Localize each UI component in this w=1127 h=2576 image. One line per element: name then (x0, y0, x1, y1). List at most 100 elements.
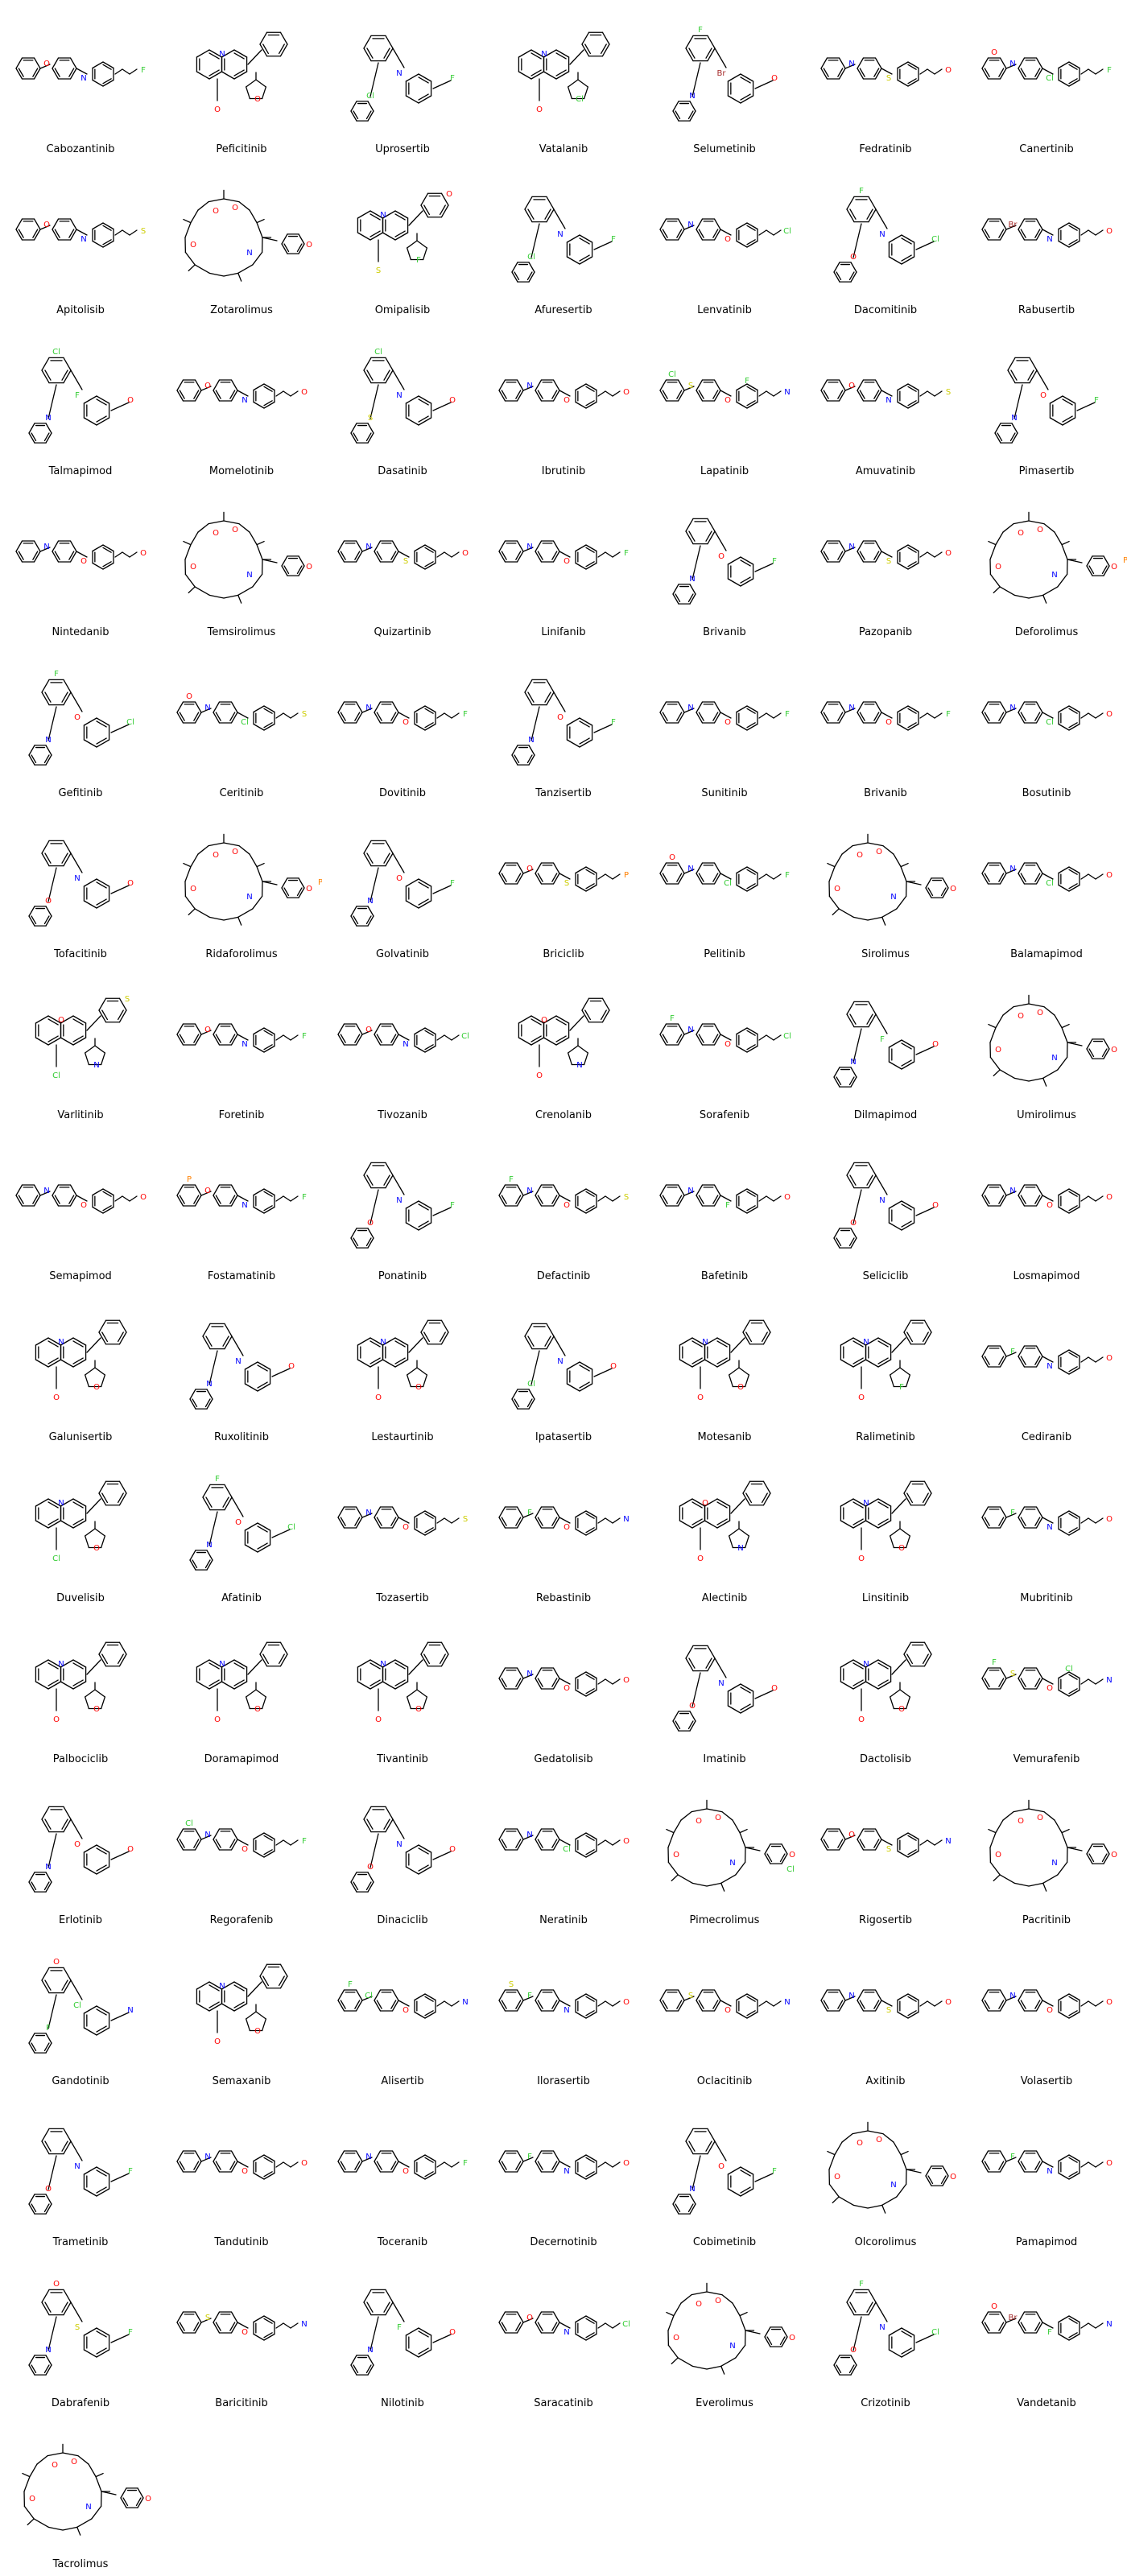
atom-label: N (402, 1040, 408, 1049)
molecule-cell: F N O Dilmapimod (805, 966, 966, 1127)
molecule-name-label: Oclacitinib (696, 2075, 753, 2087)
molecule-cell: N O F Dovitinib (322, 644, 483, 805)
molecule-cell: N O O Palbociclib (0, 1610, 161, 1771)
atom-label: O (541, 1016, 547, 1025)
atom-label: Cl (1046, 74, 1054, 83)
atom-label: Cl (52, 1071, 60, 1080)
atom-label: Cl (126, 718, 134, 727)
molecule-name-label: Tofacitinib (54, 948, 107, 960)
molecule-name-label: Bosutinib (1022, 787, 1071, 799)
molecule-cell: O S N Rigosertib (805, 1771, 966, 1932)
atom-label: N (43, 543, 49, 551)
atom-label: O (301, 2159, 308, 2168)
atom-label: O (850, 2346, 857, 2355)
atom-label: N (219, 1982, 225, 1991)
molecule-name-label: Linifanib (541, 626, 586, 638)
atom-label: O (673, 2334, 679, 2343)
atom-label: O (1106, 1998, 1113, 2007)
atom-label: O (950, 2173, 956, 2182)
molecule-cell: O N Cl Tivozanib (322, 966, 483, 1127)
molecule-cell: N Cl F Afuresertib (483, 161, 644, 322)
atom-label: F (899, 1383, 904, 1392)
atom-label: O (43, 60, 50, 68)
atom-label: N (1106, 1676, 1112, 1685)
atom-label: O (232, 848, 238, 857)
molecule-name-label: Tacrolimus (52, 2558, 109, 2570)
atom-label: S (141, 227, 146, 236)
molecule-structure-diagram: O N O (679, 1480, 771, 1563)
atom-label: O (242, 1845, 248, 1854)
molecule-name-label: Neratinib (539, 1914, 588, 1926)
molecule-structure-diagram: Cl F N O (28, 1958, 134, 2054)
atom-label: S (624, 1193, 629, 1202)
atom-label: F (624, 549, 629, 558)
molecule-name-label: Pelitinib (704, 948, 745, 960)
molecule-structure-diagram: N S O (820, 1989, 952, 2019)
atom-label: O (365, 1026, 372, 1034)
atom-label: N (1009, 704, 1015, 712)
atom-label: O (857, 2139, 863, 2148)
molecule-structure-diagram: N O O (15, 540, 147, 570)
atom-label: O (45, 2185, 52, 2194)
atom-label: F (302, 1837, 307, 1846)
molecule-cell: N S O Cl Dasatinib (322, 322, 483, 483)
atom-label: O (140, 549, 147, 558)
atom-label: S (302, 710, 307, 719)
atom-label: O (610, 1362, 617, 1371)
atom-label: O (724, 235, 731, 244)
molecule-cell: F N O Mubritinib (966, 1449, 1127, 1610)
atom-label: O (737, 1383, 744, 1392)
molecule-name-label: Linsitinib (861, 1592, 910, 1604)
atom-label: S (403, 557, 408, 566)
molecule-cell: N O O Seliciclib (805, 1127, 966, 1288)
molecule-structure-diagram: N O F (28, 2128, 133, 2215)
atom-label: O (834, 2173, 840, 2182)
molecule-structure-diagram: N O S (337, 1506, 468, 1536)
molecule-name-label: Cediranib (1021, 1431, 1072, 1443)
atom-label: O (995, 563, 1001, 572)
molecule-structure-diagram: N O F (659, 701, 790, 731)
atom-label: F (698, 26, 703, 35)
atom-label: N (206, 1380, 212, 1389)
molecule-structure-diagram: N O O (981, 1989, 1113, 2019)
molecule-name-label: Ceritinib (219, 787, 264, 799)
atom-label: F (416, 256, 421, 265)
molecule-name-label: Peficitinib (216, 143, 267, 155)
atom-label: N (890, 893, 896, 902)
atom-label: O (689, 1702, 696, 1711)
atom-label: O (93, 1544, 100, 1553)
atom-label: O (1106, 227, 1113, 236)
molecule-structure-diagram: N F O (659, 1184, 791, 1214)
molecule-name-label: Tivantinib (377, 1753, 428, 1765)
molecule-name-label: Everolimus (696, 2397, 753, 2409)
atom-label: O (214, 1715, 221, 1724)
molecule-cell: N Cl O Bosutinib (966, 644, 1127, 805)
atom-label: O (886, 718, 892, 727)
molecule-structure-diagram: N N O (189, 1323, 295, 1410)
molecule-structure-diagram: O S N (820, 1828, 952, 1858)
atom-label: N (1051, 571, 1057, 580)
molecule-cell: O O O N O Everolimus (644, 2254, 805, 2415)
molecule-cell: F N O Cediranib (966, 1288, 1127, 1449)
molecule-cell: O N F Golvatinib (322, 805, 483, 966)
molecule-cell: O N O Erlotinib (0, 1771, 161, 1932)
atom-label: O (898, 1705, 905, 1714)
molecule-name-label: Lestaurtinib (371, 1431, 434, 1443)
molecule-structure-diagram: F N O (981, 1506, 1113, 1536)
molecule-cell: O O O N O Tacrolimus (0, 2415, 161, 2576)
molecule-name-label: Rigosertib (859, 1914, 912, 1926)
molecule-structure-diagram: N Cl F O (981, 48, 1112, 87)
molecule-structure-diagram: O O O N O (183, 511, 312, 604)
atom-label: O (254, 95, 261, 104)
molecule-cell: N O F Toceranib (322, 2093, 483, 2254)
atom-label: O (242, 2167, 248, 2176)
atom-label: S (688, 1992, 693, 2000)
molecule-structure-diagram: N O O (35, 1319, 127, 1402)
atom-label: F (670, 1014, 675, 1023)
atom-label: O (213, 529, 219, 538)
atom-label: N (246, 571, 252, 580)
atom-label: O (1046, 2006, 1053, 2015)
molecule-cell: N Cl O Vatalanib (483, 0, 644, 161)
atom-label: N (564, 2006, 569, 2015)
atom-label: N (863, 1660, 869, 1669)
